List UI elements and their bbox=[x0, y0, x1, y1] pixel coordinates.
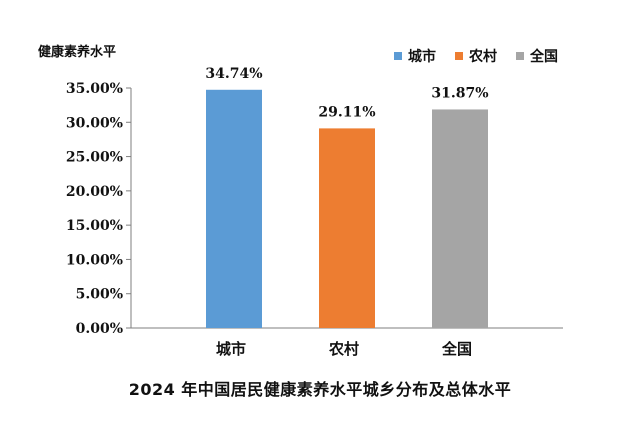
legend-label: 农村 bbox=[468, 48, 497, 65]
y-tick-label: 10.00% bbox=[66, 252, 123, 268]
x-ticks: 城市 农村 全国 bbox=[216, 340, 472, 358]
y-ticks: 0.00% 5.00% 10.00% 15.00% 20.00% 25.00% 30.00%… bbox=[66, 81, 131, 337]
y-tick-label: 25.00% bbox=[66, 150, 123, 166]
y-axis-label: 健康素养水平 bbox=[38, 44, 116, 60]
y-tick-label: 15.00% bbox=[66, 218, 123, 234]
data-label: 31.87% bbox=[431, 85, 488, 101]
x-tick-label: 全国 bbox=[441, 340, 472, 358]
y-tick-label: 5.00% bbox=[76, 287, 123, 303]
legend-swatch bbox=[455, 52, 463, 60]
x-tick-label: 城市 bbox=[216, 340, 246, 358]
bar bbox=[432, 109, 488, 328]
legend-label: 全国 bbox=[529, 48, 558, 65]
data-label: 29.11% bbox=[318, 104, 375, 120]
bars bbox=[206, 89, 488, 328]
y-tick-label: 30.00% bbox=[66, 115, 123, 131]
data-label: 34.74% bbox=[205, 66, 262, 82]
chart-title: 2024 年中国居民健康素养水平城乡分布及总体水平 bbox=[128, 380, 512, 399]
legend-swatch bbox=[394, 52, 402, 60]
y-tick-label: 0.00% bbox=[76, 321, 123, 337]
bar bbox=[206, 89, 262, 328]
legend-swatch bbox=[516, 52, 524, 60]
y-tick-label: 35.00% bbox=[66, 81, 123, 97]
legend-label: 城市 bbox=[408, 48, 436, 65]
y-tick-label: 20.00% bbox=[66, 184, 123, 200]
bar bbox=[319, 128, 375, 328]
x-tick-label: 农村 bbox=[328, 340, 359, 358]
legend: 城市 农村 全国 bbox=[394, 48, 558, 65]
data-labels: 34.74% 29.11% 31.87% bbox=[205, 66, 488, 121]
